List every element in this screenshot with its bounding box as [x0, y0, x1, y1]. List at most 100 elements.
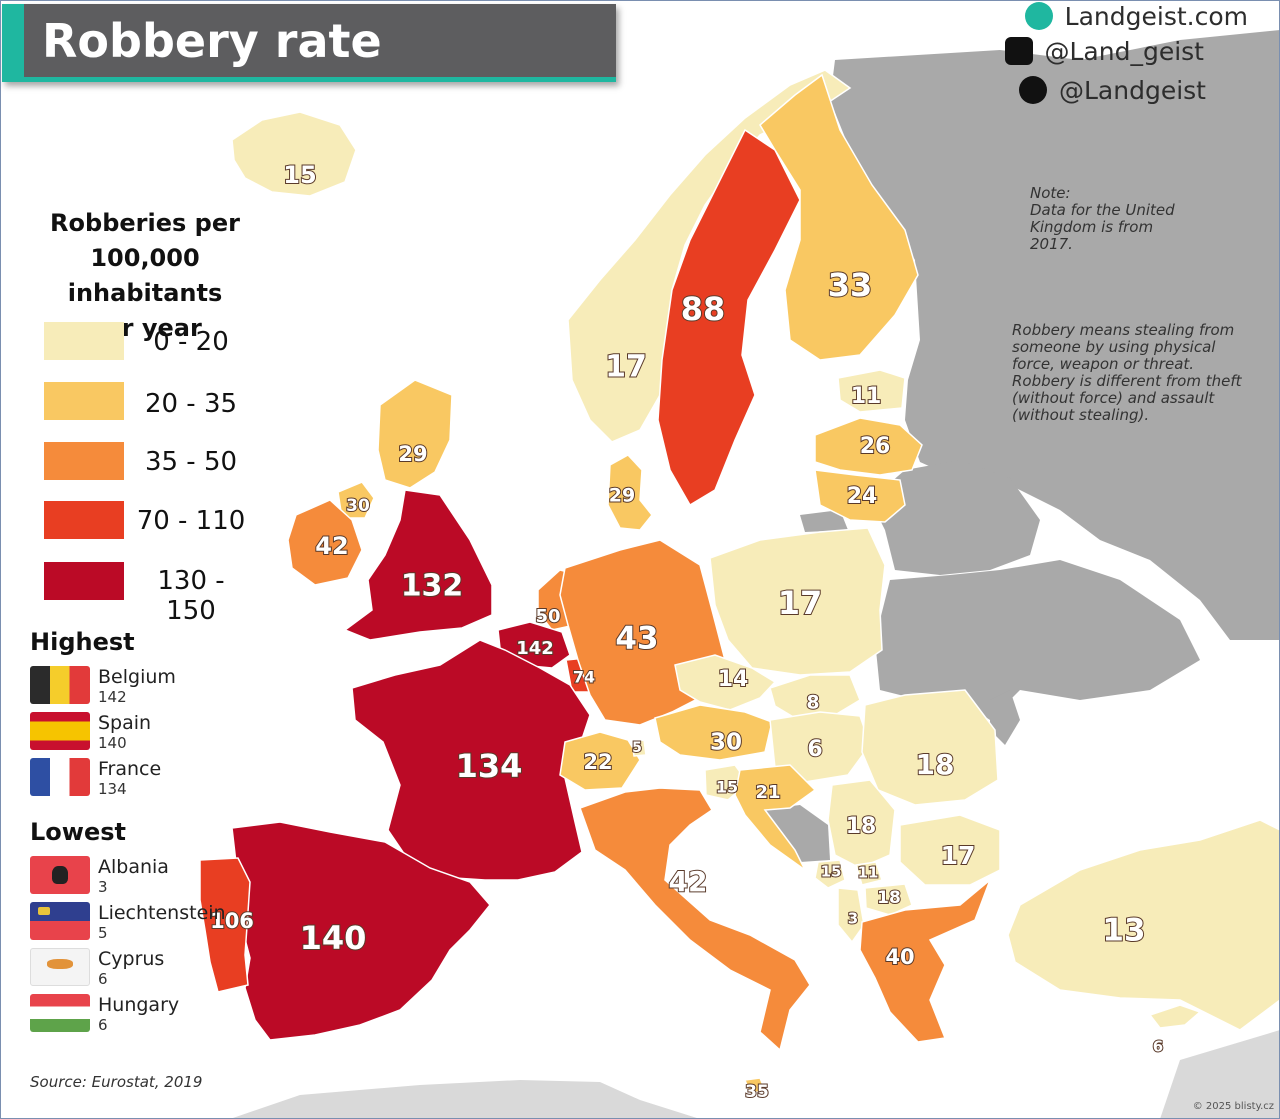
value-label-hungary: 6 [807, 737, 822, 762]
cyprus-island [47, 959, 73, 969]
instagram-icon [1005, 37, 1033, 65]
highest-country-name: Spain [98, 712, 151, 734]
definition-line: Robbery is different from theft [1012, 373, 1246, 390]
liechtenstein-crown [38, 907, 50, 915]
value-label-liechtenstein: 5 [632, 740, 642, 756]
value-label-latvia: 26 [860, 434, 891, 459]
uk-note-line: Kingdom is from 2017. [1030, 219, 1200, 253]
page-title: Robbery rate [42, 14, 382, 68]
legend-label-2: 35 - 50 [136, 447, 246, 477]
definition-line: Robbery means stealing from [1012, 322, 1246, 339]
uk-note: Note: Data for the United Kingdom is fro… [1030, 185, 1200, 253]
brand-twitter[interactable]: @Landgeist [1019, 76, 1206, 106]
brand-instagram-text: @Land_geist [1045, 37, 1205, 66]
definition-note: Robbery means stealing from someone by u… [1012, 322, 1246, 424]
value-label-germany: 43 [615, 621, 658, 657]
value-label-greece: 40 [885, 945, 914, 969]
definition-line: someone by using physical [1012, 339, 1246, 356]
brand-website-text: Landgeist.com [1065, 2, 1248, 31]
credit-text: © 2025 blisty.cz [1193, 1101, 1274, 1112]
value-label-czechia: 14 [718, 667, 749, 692]
legend-title-line: Robberies per [10, 206, 280, 241]
value-label-lithuania: 24 [847, 484, 878, 509]
legend-label-0: 0 - 20 [136, 327, 246, 357]
value-label-ireland: 42 [315, 532, 348, 560]
definition-line: (without stealing). [1012, 407, 1246, 424]
value-label-kosovo: 11 [858, 864, 879, 882]
legend-swatch-0 [44, 322, 124, 360]
highest-country-name: France [98, 758, 161, 780]
value-label-scotland: 29 [398, 442, 427, 466]
brand-website[interactable]: Landgeist.com [1025, 2, 1248, 32]
uk-note-line: Note: [1030, 185, 1200, 202]
value-label-northern-ireland: 30 [346, 496, 370, 516]
value-label-serbia: 18 [846, 814, 877, 839]
highest-country-name: Belgium [98, 666, 176, 688]
brand-twitter-text: @Landgeist [1059, 76, 1206, 105]
legend-label-4: 130 - 150 [136, 566, 246, 626]
lowest-country-name: Cyprus [98, 948, 164, 970]
value-label-norway: 17 [605, 350, 647, 385]
value-label-france: 134 [456, 747, 523, 785]
value-label-cyprus: 6 [1153, 1038, 1163, 1056]
lowest-title: Lowest [30, 818, 126, 846]
highest-title: Highest [30, 628, 135, 656]
lowest-country-name: Albania [98, 856, 169, 878]
hungary-flag [30, 994, 90, 1032]
value-label-slovakia: 8 [806, 692, 819, 714]
source-note: Source: Eurostat, 2019 [30, 1073, 202, 1091]
value-label-luxembourg: 74 [573, 668, 595, 687]
value-label-malta: 35 [745, 1082, 769, 1102]
value-label-sweden: 88 [681, 290, 726, 328]
value-label-slovenia: 15 [716, 778, 738, 797]
liechtenstein-flag [30, 902, 90, 940]
value-label-albania: 3 [848, 910, 858, 928]
value-label-montenegro: 15 [821, 863, 842, 881]
lowest-country-value: 6 [98, 970, 108, 988]
value-label-iceland: 15 [283, 161, 316, 189]
value-label-switzerland: 22 [583, 750, 612, 774]
albania-flag [30, 856, 90, 894]
cyprus-flag [30, 948, 90, 986]
value-label-austria: 30 [710, 730, 742, 756]
value-label-bulgaria: 17 [941, 841, 976, 870]
value-label-belgium: 142 [516, 638, 554, 659]
uk-note-line: Data for the United [1030, 202, 1200, 219]
legend-label-3: 70 - 110 [136, 506, 246, 536]
value-label-finland: 33 [828, 266, 873, 304]
legend-title-line: 100,000 inhabitants [10, 241, 280, 311]
twitter-icon [1019, 76, 1047, 104]
definition-line: (without force) and assault [1012, 390, 1246, 407]
legend-label-1: 20 - 35 [136, 389, 246, 419]
albania-eagle [52, 866, 68, 884]
value-label-estonia: 11 [851, 384, 882, 409]
value-label-italy: 42 [669, 865, 708, 898]
value-label-denmark: 29 [609, 485, 635, 507]
value-label-croatia: 21 [755, 782, 780, 803]
globe-icon [1025, 2, 1053, 30]
belgium-flag [30, 666, 90, 704]
definition-line: force, weapon or threat. [1012, 356, 1246, 373]
title-accent [2, 4, 24, 82]
highest-country-value: 134 [98, 780, 127, 798]
france-flag [30, 758, 90, 796]
value-label-north-macedonia: 18 [877, 888, 901, 908]
highest-country-value: 140 [98, 734, 127, 752]
lowest-country-name: Liechtenstein [98, 902, 226, 924]
legend-swatch-1 [44, 382, 124, 420]
value-label-romania: 18 [916, 748, 955, 781]
value-label-poland: 17 [778, 584, 823, 622]
title-underline [24, 77, 616, 82]
lowest-country-value: 6 [98, 1016, 108, 1034]
legend-swatch-3 [44, 501, 124, 539]
brand-instagram[interactable]: @Land_geist [1005, 37, 1205, 67]
europe-map: 15 17 88 33 11 26 24 29 29 30 42 132 50 142 74 43 17 14 8 3… [0, 0, 1280, 1119]
lowest-country-name: Hungary [98, 994, 179, 1016]
highest-country-value: 142 [98, 688, 127, 706]
value-label-england-and-wales: 132 [401, 569, 464, 604]
title-banner: Robbery rate [2, 4, 616, 82]
value-label-turkey: 13 [1102, 913, 1145, 949]
value-label-spain: 140 [300, 919, 367, 957]
legend-swatch-4 [44, 562, 124, 600]
value-label-netherlands: 50 [535, 606, 560, 627]
